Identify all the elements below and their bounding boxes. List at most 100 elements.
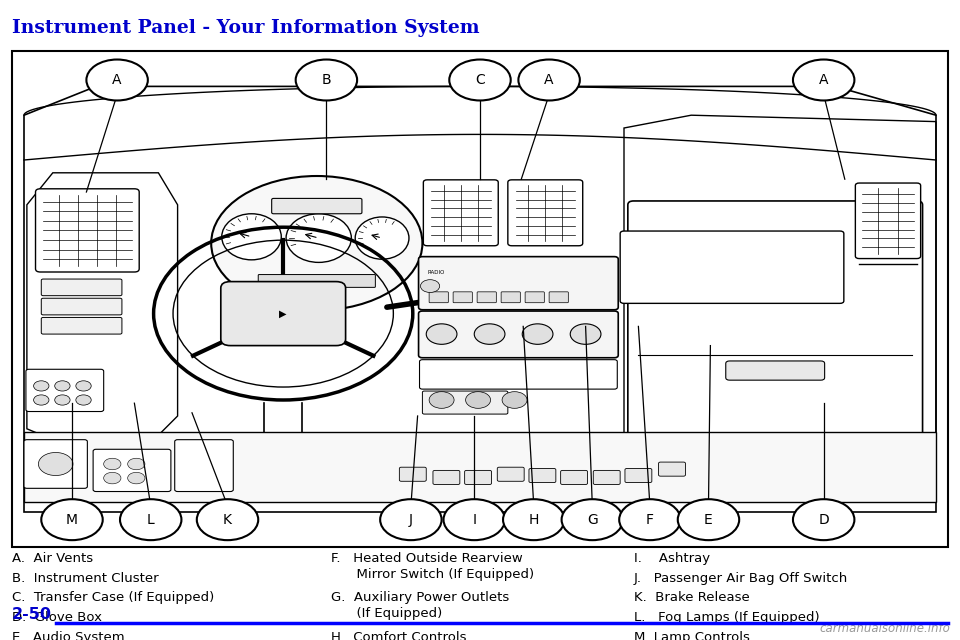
Polygon shape <box>24 86 936 512</box>
FancyBboxPatch shape <box>620 231 844 303</box>
Ellipse shape <box>211 176 422 310</box>
Text: K: K <box>223 513 232 527</box>
Circle shape <box>55 381 70 391</box>
FancyBboxPatch shape <box>24 440 87 488</box>
Circle shape <box>444 499 505 540</box>
FancyBboxPatch shape <box>593 470 620 484</box>
FancyBboxPatch shape <box>26 369 104 412</box>
Text: K.  Brake Release: K. Brake Release <box>634 591 750 604</box>
Circle shape <box>38 452 73 476</box>
FancyBboxPatch shape <box>399 467 426 481</box>
Text: F: F <box>646 513 654 527</box>
Circle shape <box>55 395 70 405</box>
Circle shape <box>619 499 681 540</box>
FancyBboxPatch shape <box>477 292 496 303</box>
Text: Instrument Panel - Your Information System: Instrument Panel - Your Information Syst… <box>12 19 479 37</box>
FancyBboxPatch shape <box>453 292 472 303</box>
FancyBboxPatch shape <box>258 275 375 287</box>
Circle shape <box>34 381 49 391</box>
Text: L.   Fog Lamps (If Equipped): L. Fog Lamps (If Equipped) <box>634 611 819 624</box>
Circle shape <box>104 472 121 484</box>
Ellipse shape <box>222 214 281 260</box>
FancyBboxPatch shape <box>420 360 617 389</box>
Circle shape <box>449 60 511 100</box>
Text: B: B <box>322 73 331 87</box>
FancyBboxPatch shape <box>497 467 524 481</box>
Circle shape <box>120 499 181 540</box>
FancyBboxPatch shape <box>423 180 498 246</box>
FancyBboxPatch shape <box>501 292 520 303</box>
Circle shape <box>474 324 505 344</box>
Circle shape <box>466 392 491 408</box>
Circle shape <box>678 499 739 540</box>
Ellipse shape <box>355 217 409 259</box>
Text: ▶: ▶ <box>279 308 287 319</box>
Text: carmanualsonline.info: carmanualsonline.info <box>820 622 950 635</box>
Circle shape <box>197 499 258 540</box>
Circle shape <box>522 324 553 344</box>
FancyBboxPatch shape <box>419 311 618 358</box>
Text: A: A <box>544 73 554 87</box>
Circle shape <box>247 289 320 338</box>
FancyBboxPatch shape <box>628 201 923 477</box>
Text: J: J <box>409 513 413 527</box>
Circle shape <box>562 499 623 540</box>
FancyBboxPatch shape <box>419 257 618 310</box>
FancyBboxPatch shape <box>93 449 171 492</box>
FancyBboxPatch shape <box>41 298 122 315</box>
Text: I.    Ashtray: I. Ashtray <box>634 552 709 564</box>
Text: C: C <box>475 73 485 87</box>
FancyBboxPatch shape <box>429 292 448 303</box>
Text: F.   Heated Outside Rearview
      Mirror Switch (If Equipped): F. Heated Outside Rearview Mirror Switch… <box>331 552 535 580</box>
Circle shape <box>41 499 103 540</box>
Circle shape <box>76 381 91 391</box>
Text: RADIO: RADIO <box>427 270 444 275</box>
Circle shape <box>34 395 49 405</box>
FancyBboxPatch shape <box>433 470 460 484</box>
FancyBboxPatch shape <box>272 198 362 214</box>
Ellipse shape <box>286 214 351 262</box>
Text: I: I <box>472 513 476 527</box>
Circle shape <box>296 60 357 100</box>
FancyBboxPatch shape <box>24 432 936 502</box>
FancyBboxPatch shape <box>465 470 492 484</box>
Circle shape <box>503 499 564 540</box>
FancyBboxPatch shape <box>41 317 122 334</box>
Circle shape <box>793 60 854 100</box>
Text: H: H <box>529 513 539 527</box>
Circle shape <box>128 472 145 484</box>
Circle shape <box>104 458 121 470</box>
Circle shape <box>76 395 91 405</box>
Text: B.  Instrument Cluster: B. Instrument Cluster <box>12 572 158 584</box>
Text: G: G <box>587 513 598 527</box>
Circle shape <box>420 280 440 292</box>
Text: A.  Air Vents: A. Air Vents <box>12 552 93 564</box>
Text: A: A <box>112 73 122 87</box>
FancyBboxPatch shape <box>625 468 652 483</box>
Text: C.  Transfer Case (If Equipped): C. Transfer Case (If Equipped) <box>12 591 214 604</box>
FancyBboxPatch shape <box>855 183 921 259</box>
Text: 2-50: 2-50 <box>12 607 52 622</box>
Circle shape <box>429 392 454 408</box>
FancyBboxPatch shape <box>561 470 588 484</box>
Text: H.  Comfort Controls: H. Comfort Controls <box>331 631 467 640</box>
Text: L: L <box>147 513 155 527</box>
FancyBboxPatch shape <box>36 189 139 272</box>
Circle shape <box>518 60 580 100</box>
FancyBboxPatch shape <box>659 462 685 476</box>
FancyBboxPatch shape <box>12 51 948 547</box>
Circle shape <box>502 392 527 408</box>
FancyBboxPatch shape <box>175 440 233 492</box>
Text: M. Lamp Controls: M. Lamp Controls <box>634 631 750 640</box>
Text: G.  Auxiliary Power Outlets
      (If Equipped): G. Auxiliary Power Outlets (If Equipped) <box>331 591 510 620</box>
Circle shape <box>570 324 601 344</box>
FancyBboxPatch shape <box>41 279 122 296</box>
Circle shape <box>380 499 442 540</box>
FancyBboxPatch shape <box>549 292 568 303</box>
Circle shape <box>128 458 145 470</box>
Circle shape <box>793 499 854 540</box>
FancyBboxPatch shape <box>221 282 346 346</box>
Text: M: M <box>66 513 78 527</box>
Circle shape <box>426 324 457 344</box>
Circle shape <box>86 60 148 100</box>
